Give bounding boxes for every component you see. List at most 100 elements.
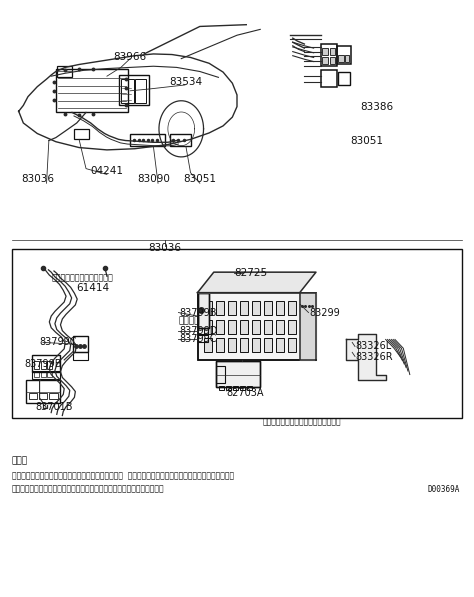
Bar [130,134,165,146]
Bar [276,301,284,315]
Bar [203,338,212,352]
Bar [322,57,328,64]
Text: 83701B: 83701B [35,402,73,412]
Bar [264,301,272,315]
Bar [216,366,226,383]
Bar [338,72,350,85]
Text: 82703A: 82703A [227,388,264,398]
Bar [240,386,246,390]
Bar [216,361,260,387]
Bar [322,48,328,54]
Bar [29,393,37,399]
Bar [203,301,212,315]
Bar [228,301,236,315]
Bar [57,66,72,78]
Text: 83326R: 83326R [356,352,393,362]
Bar [26,380,61,402]
Bar [247,386,252,390]
Text: 04241: 04241 [91,165,123,176]
Text: 83799C: 83799C [39,337,77,347]
Bar [32,355,60,371]
Text: 83799D: 83799D [179,326,217,336]
Bar [240,338,248,352]
Bar [337,47,351,64]
Text: D00369A: D00369A [428,485,460,494]
Bar [135,79,146,103]
Text: ・外装ランプ本体に接続するコネクタの補用品部番を  このグループの最終イラストに表示してあります。: ・外装ランプ本体に接続するコネクタの補用品部番を このグループの最終イラストに表… [12,471,234,480]
Bar [41,361,46,369]
Text: 83799B: 83799B [24,359,62,369]
Text: 83051: 83051 [183,174,216,184]
Bar [216,361,260,387]
Bar [240,301,248,315]
Bar [118,75,149,106]
Bar [264,319,272,334]
Bar [233,386,238,390]
Bar [300,293,314,312]
Bar [330,57,336,64]
Bar [252,338,260,352]
Bar [276,338,284,352]
Text: 83326L: 83326L [356,341,392,352]
Text: （注）: （注） [12,457,28,466]
Bar [203,319,212,334]
Polygon shape [198,272,316,293]
Bar [47,372,52,377]
Bar [226,386,231,390]
Bar [56,69,128,112]
Bar [345,55,349,62]
Text: 83036: 83036 [21,174,54,184]
Bar [228,319,236,334]
Bar [288,301,296,315]
Bar [264,338,272,352]
Bar [252,301,260,315]
Text: 83966: 83966 [114,51,147,61]
Bar [12,249,462,418]
Bar [73,336,88,352]
Text: （ケーブル，フードロック）: （ケーブル，フードロック） [51,273,113,282]
Bar [170,134,191,146]
Bar [219,386,225,390]
Text: ・配線の詳細については，整備解説書（電気配線図集）と照合願います。: ・配線の詳細については，整備解説書（電気配線図集）と照合願います。 [12,485,164,494]
Polygon shape [346,334,386,380]
Bar [32,371,60,379]
Bar [121,79,134,103]
Bar [216,338,224,352]
Text: 83299: 83299 [309,307,340,318]
Bar [228,338,236,352]
Bar [198,335,208,342]
Text: 83051: 83051 [351,136,383,146]
Text: 82725: 82725 [235,268,268,278]
Bar [320,70,337,87]
Bar [41,372,46,377]
Text: （フロントサイドメンバ先端部取付）: （フロントサイドメンバ先端部取付） [263,417,341,426]
Bar [198,293,316,360]
Text: 61414: 61414 [77,283,110,293]
Bar [73,352,88,360]
Text: 83036: 83036 [148,243,182,253]
Text: 83534: 83534 [169,76,202,87]
Text: 83386: 83386 [360,103,393,112]
Bar [288,319,296,334]
Bar [216,301,224,315]
Bar [49,393,58,399]
Bar [74,129,89,139]
Text: 83090: 83090 [137,174,170,184]
Polygon shape [300,293,316,360]
Bar [338,55,344,62]
Text: 83799C: 83799C [179,334,217,344]
Bar [198,328,208,334]
Bar [330,48,336,54]
Bar [276,319,284,334]
Bar [39,393,47,399]
Bar [288,338,296,352]
Bar [35,361,39,369]
Text: （ミニ）: （ミニ） [179,316,201,325]
Bar [198,293,209,328]
Bar [198,293,209,328]
Bar [240,319,248,334]
Text: 83799B: 83799B [179,307,217,318]
Bar [320,44,337,66]
Bar [216,319,224,334]
Bar [252,319,260,334]
